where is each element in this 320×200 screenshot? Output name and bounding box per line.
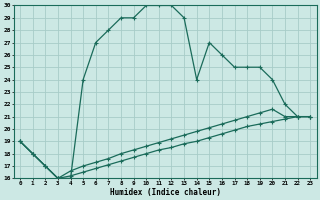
- X-axis label: Humidex (Indice chaleur): Humidex (Indice chaleur): [110, 188, 220, 197]
